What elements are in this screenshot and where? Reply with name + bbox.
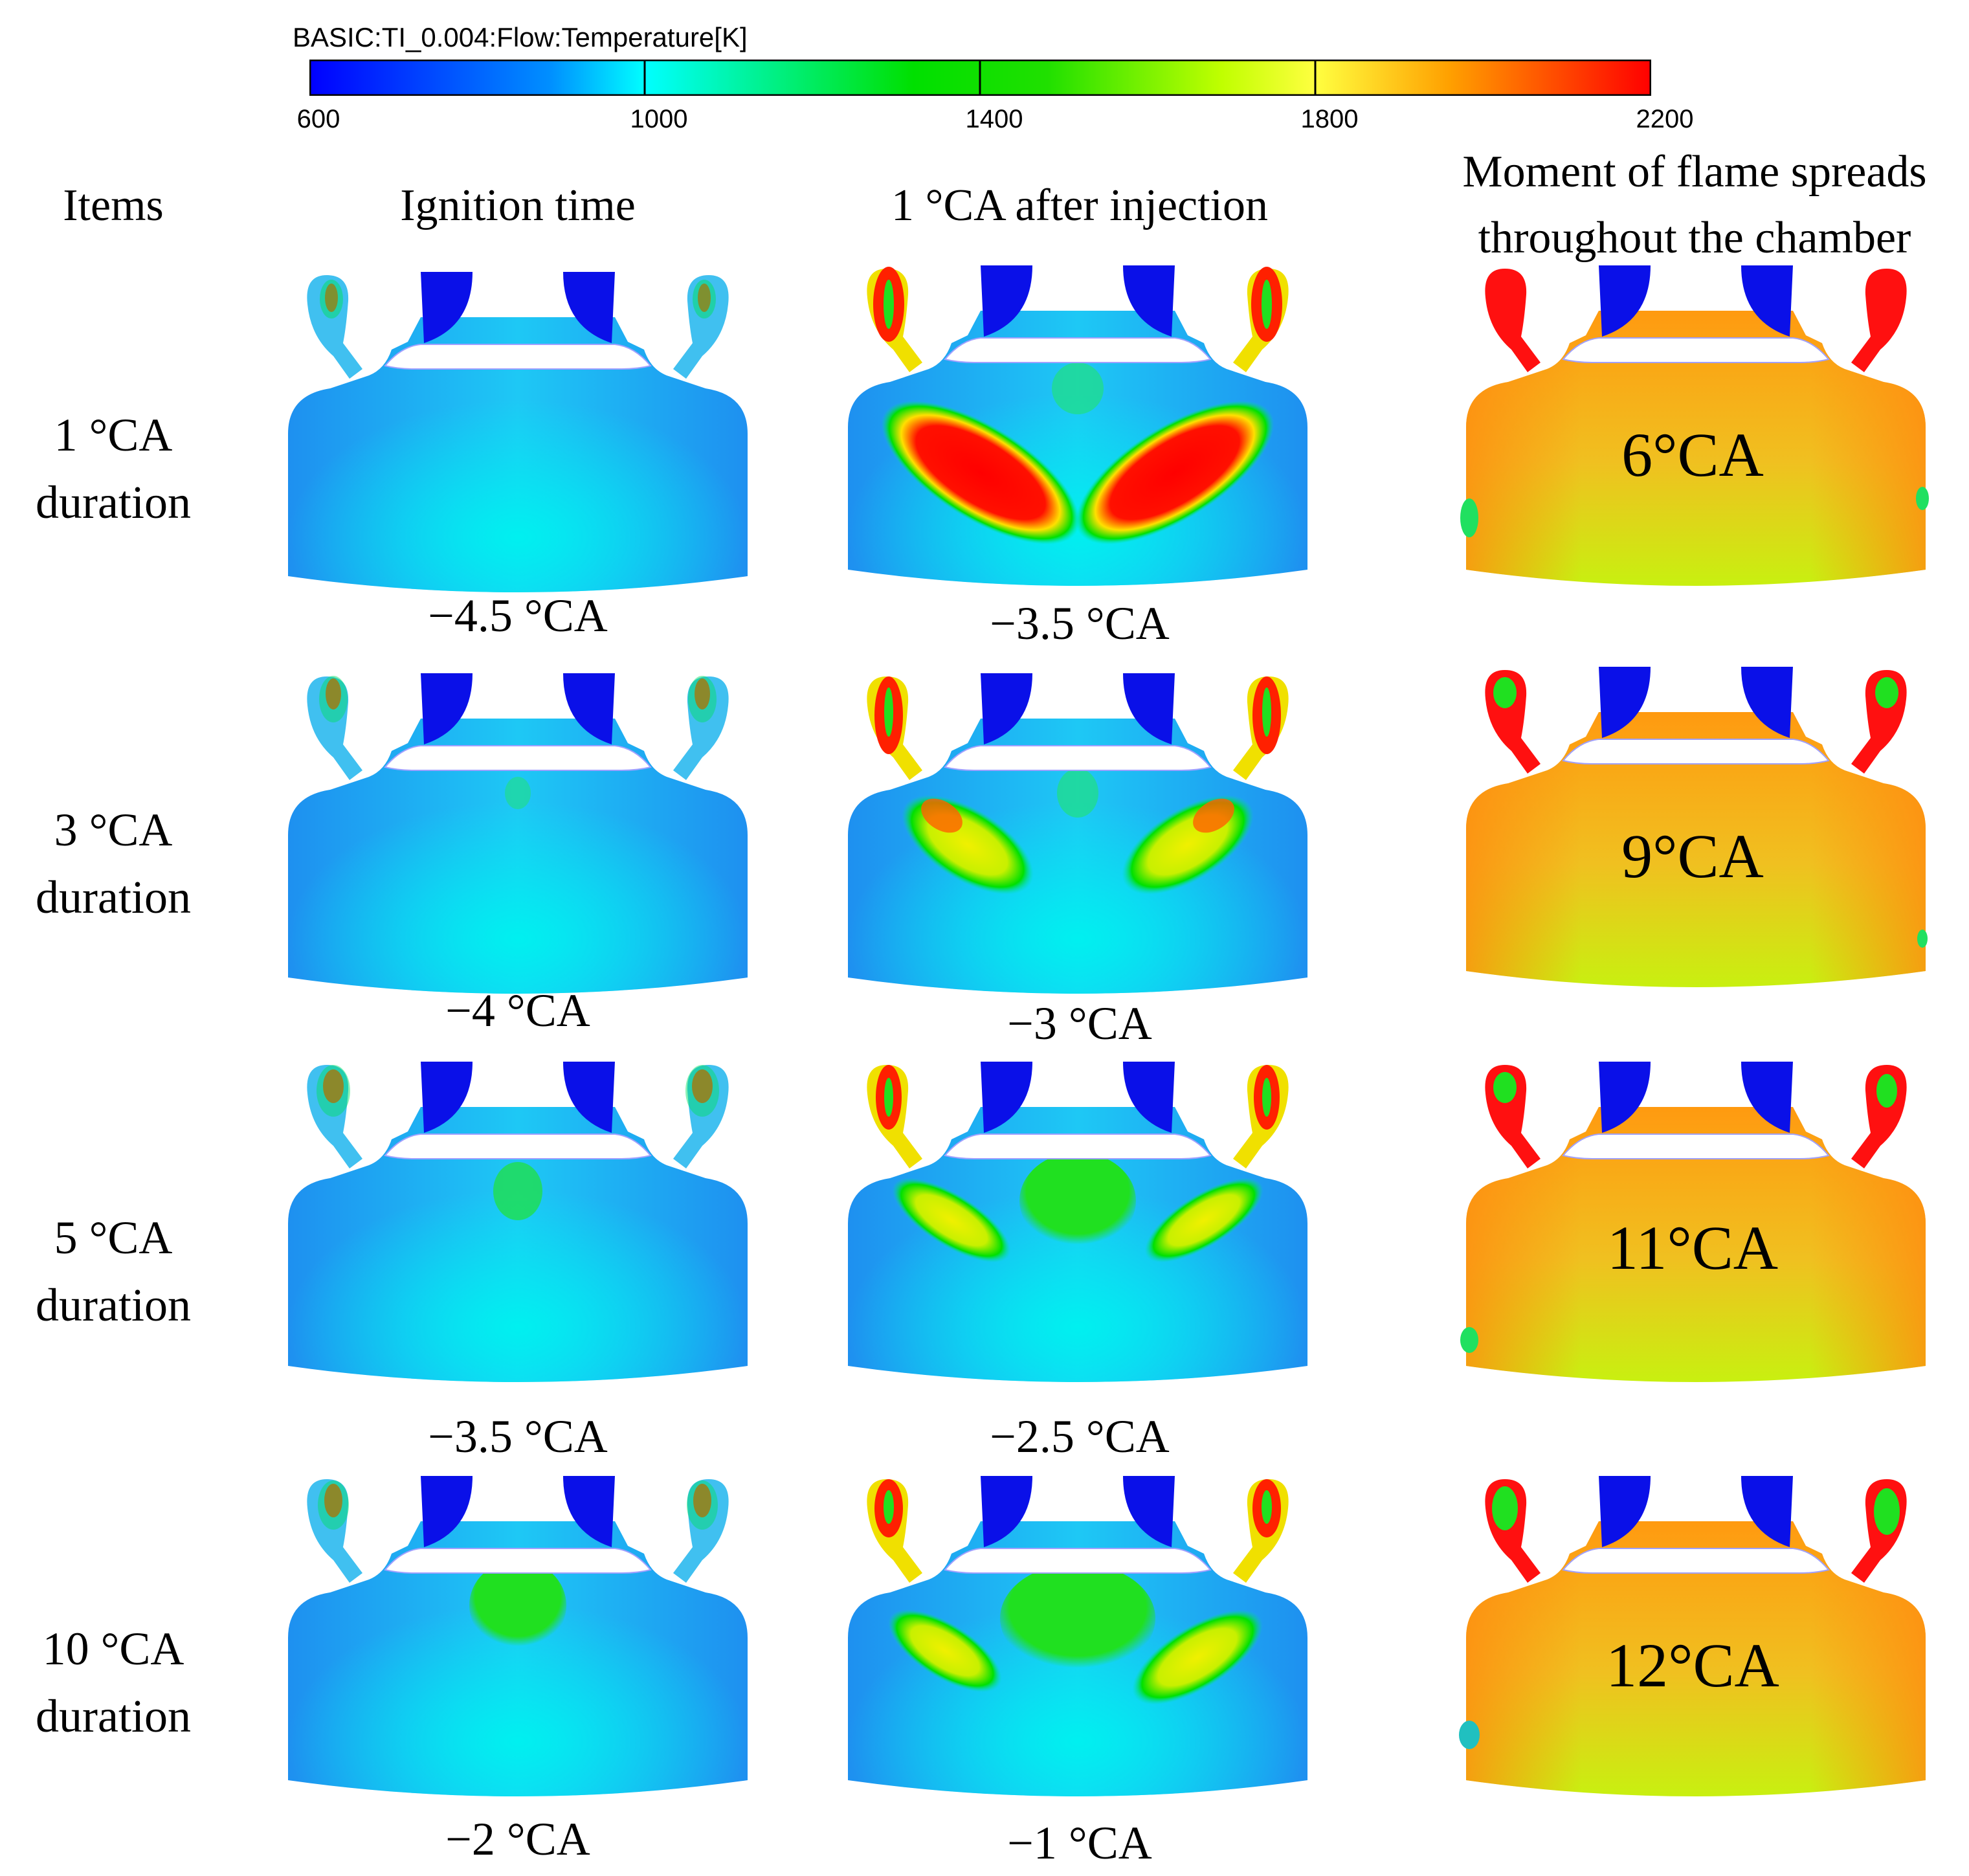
contour-row3-ignition [288, 1062, 748, 1382]
row-label-2-line2: duration [36, 871, 191, 923]
row-label-1: 1 °CA duration [3, 401, 223, 536]
header-ignition-time: Ignition time [400, 181, 636, 230]
contour-row4-after [848, 1476, 1307, 1796]
panel-row3-ignition [272, 1062, 764, 1405]
colorbar-tick-1000: 1000 [630, 105, 688, 133]
row-label-3-line2: duration [36, 1279, 191, 1331]
contour-row1-spread: 6°CA [1460, 265, 1929, 586]
contour-row4-spread: 12°CA [1459, 1476, 1926, 1796]
panel-row3-after [832, 1062, 1324, 1405]
contour-row1-ignition [288, 272, 748, 592]
panel-row2-spread: 9°CA [1450, 667, 1942, 1010]
colorbar-tick-600: 600 [296, 105, 340, 133]
spread-label-row4: 12°CA [1606, 1631, 1779, 1700]
ign-time-row1: −4.5 °CA [428, 590, 608, 642]
row-label-4: 10 °CA duration [3, 1615, 223, 1750]
row-label-2: 3 °CA duration [3, 796, 223, 931]
panel-row1-after [832, 265, 1324, 609]
contour-row2-spread: 9°CA [1466, 667, 1928, 987]
contour-row3-spread: 11°CA [1460, 1062, 1926, 1382]
panel-row1-ignition [272, 272, 764, 615]
spread-label-row1: 6°CA [1621, 420, 1764, 489]
row-label-1-line1: 1 °CA [54, 409, 173, 461]
row-label-4-line2: duration [36, 1690, 191, 1742]
contour-row4-ignition [288, 1476, 748, 1796]
spread-label-row3: 11°CA [1607, 1213, 1778, 1282]
after-time-row3: −2.5 °CA [990, 1411, 1170, 1462]
row-label-3-line1: 5 °CA [54, 1212, 173, 1264]
colorbar [309, 60, 1651, 96]
panel-row4-ignition [272, 1476, 764, 1819]
panel-row2-ignition [272, 673, 764, 1016]
panel-row2-after [832, 673, 1324, 1016]
colorbar-title: BASIC:TI_0.004:Flow:Temperature[K] [293, 22, 748, 52]
row-label-1-line2: duration [36, 476, 191, 528]
header-items: Items [63, 181, 164, 230]
panel-row3-spread: 11°CA [1450, 1062, 1942, 1405]
row-label-2-line1: 3 °CA [54, 804, 173, 856]
panel-row1-spread: 6°CA [1450, 265, 1942, 609]
colorbar-tick-1400: 1400 [965, 105, 1023, 133]
after-time-row1: −3.5 °CA [990, 597, 1170, 649]
spread-label-row2: 9°CA [1621, 821, 1764, 891]
ign-time-row3: −3.5 °CA [428, 1411, 608, 1462]
header-moment-line1: Moment of flame spreads [1462, 147, 1927, 197]
header-after-injection: 1 °CA after injection [891, 181, 1269, 230]
after-time-row4: −1 °CA [1007, 1817, 1152, 1869]
contour-row2-after [848, 673, 1307, 994]
colorbar-tick-2200: 2200 [1636, 105, 1694, 133]
ign-time-row2: −4 °CA [445, 985, 590, 1036]
row-label-4-line1: 10 °CA [42, 1623, 184, 1675]
contour-row3-after [848, 1062, 1307, 1382]
panel-row4-spread: 12°CA [1450, 1476, 1942, 1819]
colorbar-tick-1800: 1800 [1300, 105, 1359, 133]
contour-row2-ignition [288, 673, 748, 994]
after-time-row2: −3 °CA [1007, 998, 1152, 1049]
row-label-3: 5 °CA duration [3, 1204, 223, 1339]
header-moment-line2: throughout the chamber [1478, 213, 1911, 263]
contour-row1-after [848, 265, 1307, 586]
ign-time-row4: −2 °CA [445, 1813, 590, 1865]
panel-row4-after [832, 1476, 1324, 1819]
